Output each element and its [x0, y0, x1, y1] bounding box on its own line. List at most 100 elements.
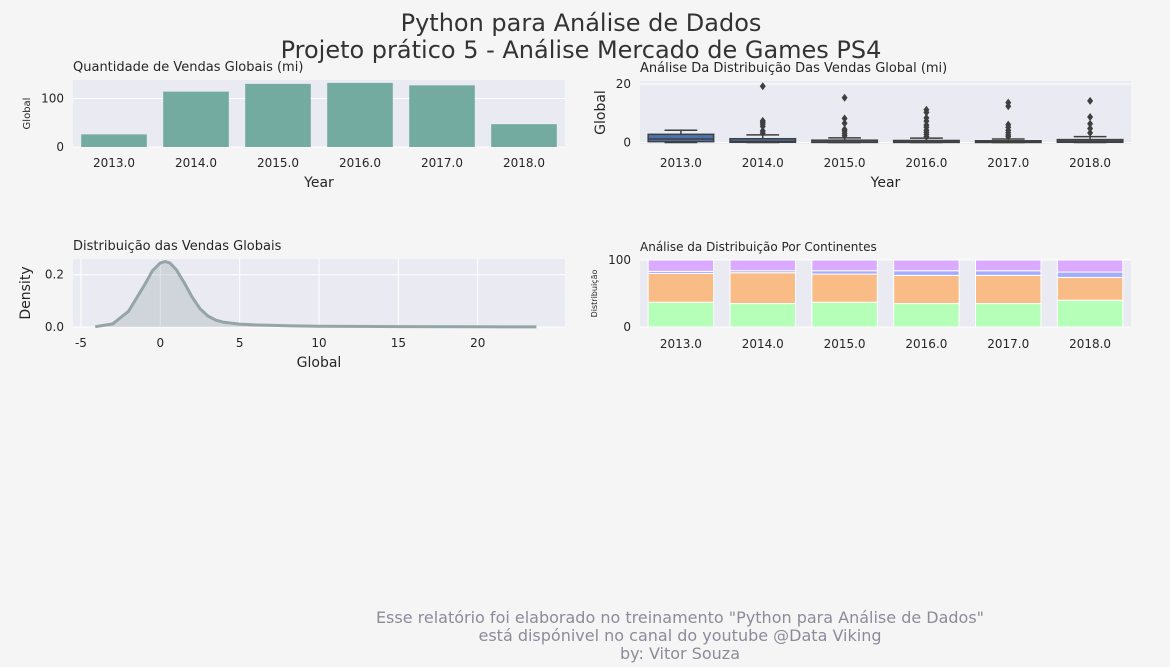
stack-segment-0-1	[729, 303, 796, 328]
box-outlier-3-9	[923, 105, 930, 114]
stack-segment-3-0	[647, 259, 715, 272]
x-tick-label-0-3: 2016.0	[339, 156, 381, 170]
figure-title-line-1: Python para Análise de Dados	[400, 9, 762, 37]
x-tick-label-1-1: 2014.0	[742, 156, 784, 170]
box-outlier-2-5	[841, 114, 848, 123]
plot-area-3	[640, 260, 1131, 327]
box-outlier-2-4	[841, 119, 848, 128]
y-tick-label-3-1: 100	[608, 253, 631, 267]
stack-segment-3-4	[975, 259, 1042, 272]
box-outlier-4-7	[1005, 98, 1012, 107]
stack-segment-1-3	[893, 274, 960, 305]
bar-4	[409, 85, 475, 147]
y-axis-label-0: Global	[22, 98, 33, 130]
figure-title-line-2: Projeto prático 5 - Análise Mercado de G…	[280, 36, 882, 64]
x-tick-label-3-2: 2015.0	[824, 337, 866, 351]
box-outlier-5-4	[1087, 96, 1094, 105]
stack-segment-3-3	[893, 259, 960, 272]
bar-3	[327, 82, 393, 147]
plot-area-1	[640, 81, 1131, 144]
chart-title-3: Análise da Distribuição Por Continentes	[640, 240, 877, 254]
x-tick-label-3-5: 2018.0	[1069, 337, 1111, 351]
y-tick-label-1-0: 0	[623, 136, 631, 150]
stack-segment-1-4	[975, 274, 1042, 305]
x-axis-label-1: Year	[870, 175, 901, 191]
x-tick-label-0-4: 2017.0	[421, 156, 463, 170]
stack-segment-0-4	[975, 303, 1042, 328]
stack-segment-0-2	[811, 301, 878, 328]
x-tick-label-2-0: -5	[75, 336, 87, 350]
stack-segment-2-2	[811, 270, 878, 275]
x-axis-label-2: Global	[297, 355, 342, 371]
x-tick-label-2-1: 0	[156, 336, 164, 350]
y-tick-label-2-1: 0.2	[45, 268, 64, 282]
stack-segment-0-0	[647, 301, 715, 328]
stack-segment-1-2	[811, 273, 878, 303]
y-tick-label-0-1: 100	[41, 91, 64, 105]
box-outlier-1-1	[759, 126, 766, 135]
y-tick-label-3-0: 0	[623, 320, 631, 334]
x-tick-label-3-0: 2013.0	[660, 337, 702, 351]
x-tick-label-2-2: 5	[236, 336, 244, 350]
box-outlier-2-6	[841, 93, 848, 102]
stack-segment-3-2	[811, 259, 878, 272]
bar-5	[491, 124, 557, 147]
chart-title-2: Distribuição das Vendas Globais	[73, 239, 282, 254]
stack-segment-3-5	[1056, 259, 1124, 273]
stack-segment-2-5	[1056, 271, 1124, 278]
x-tick-label-0-2: 2015.0	[257, 156, 299, 170]
footer-line-3: by: Vitor Souza	[620, 644, 740, 663]
x-tick-label-1-4: 2017.0	[987, 156, 1029, 170]
x-tick-label-1-2: 2015.0	[824, 156, 866, 170]
x-tick-label-3-1: 2014.0	[742, 337, 784, 351]
box-outlier-5-2	[1087, 119, 1094, 128]
kde-area	[95, 261, 537, 327]
bar-0	[81, 134, 147, 147]
stack-segment-2-4	[975, 270, 1042, 276]
x-tick-label-1-0: 2013.0	[660, 156, 702, 170]
chart-title-0: Quantidade de Vendas Globais (mi)	[73, 60, 303, 75]
x-tick-label-2-4: 15	[391, 336, 406, 350]
box-outlier-4-5	[1005, 120, 1012, 129]
x-tick-label-1-3: 2016.0	[905, 156, 947, 170]
box-outlier-5-0	[1087, 128, 1094, 137]
x-tick-label-3-4: 2017.0	[987, 337, 1029, 351]
x-tick-label-0-0: 2013.0	[93, 156, 135, 170]
y-tick-label-2-0: 0.0	[45, 320, 64, 334]
stack-segment-0-3	[893, 303, 960, 328]
bar-1	[163, 91, 229, 147]
box-outlier-1-6	[759, 82, 766, 91]
footer-line-1: Esse relatório foi elaborado no treiname…	[375, 608, 985, 627]
y-axis-label-3: Distribuição	[590, 270, 599, 318]
x-axis-label-0: Year	[303, 175, 334, 191]
y-tick-label-1-1: 20	[616, 77, 631, 91]
x-tick-label-1-5: 2018.0	[1069, 156, 1111, 170]
x-tick-label-2-3: 10	[311, 336, 326, 350]
box-0	[647, 133, 715, 143]
bar-2	[245, 83, 311, 147]
stack-segment-0-5	[1056, 299, 1124, 328]
box-1	[729, 137, 797, 143]
x-tick-label-2-5: 20	[470, 336, 485, 350]
x-tick-label-0-5: 2018.0	[503, 156, 545, 170]
box-outlier-3-7	[923, 113, 930, 122]
stack-segment-1-1	[729, 272, 796, 305]
box-outlier-2-3	[841, 125, 848, 134]
y-axis-label-1: Global	[593, 90, 609, 135]
stack-segment-3-1	[729, 259, 796, 272]
stack-segment-2-3	[893, 270, 960, 276]
box-outlier-1-5	[759, 116, 766, 125]
x-tick-label-0-1: 2014.0	[175, 156, 217, 170]
kde-line	[94, 260, 537, 329]
box-outlier-5-1	[1087, 124, 1094, 133]
plot-area-0	[73, 80, 565, 147]
x-tick-label-3-3: 2016.0	[905, 337, 947, 351]
y-axis-label-2: Density	[18, 266, 34, 319]
chart-title-1: Análise Da Distribuição Das Vendas Globa…	[640, 61, 947, 76]
footer-line-2: está dispónivel no canal do youtube @Dat…	[478, 626, 882, 645]
stack-segment-1-0	[647, 272, 715, 303]
y-tick-label-0-0: 0	[56, 140, 64, 154]
stack-segment-1-5	[1056, 276, 1124, 301]
box-outlier-5-3	[1087, 113, 1094, 122]
